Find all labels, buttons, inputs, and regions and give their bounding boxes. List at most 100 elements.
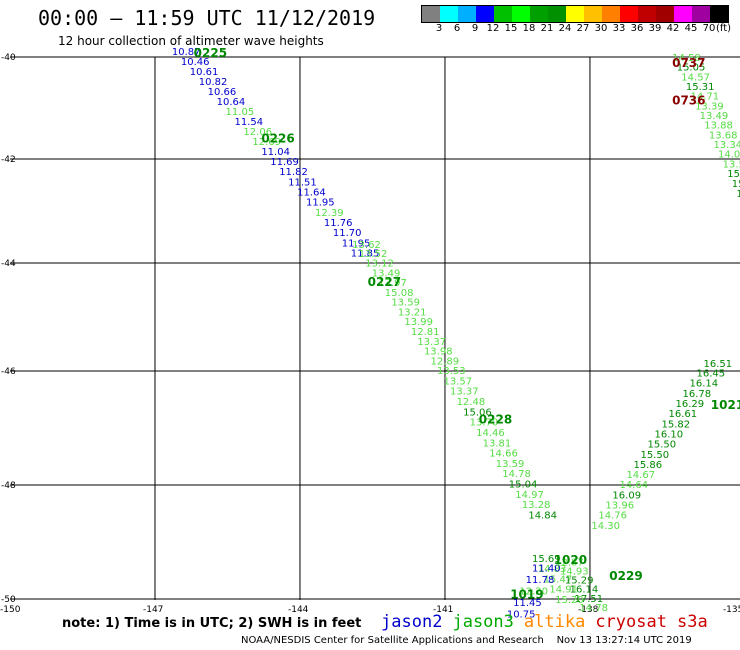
legend-swatch <box>638 6 656 22</box>
swh-value: 15.50 <box>640 450 669 461</box>
note-text: note: 1) Time is in UTC; 2) SWH is in fe… <box>62 616 362 631</box>
swh-value: 10.75 <box>507 609 536 620</box>
swh-value: 12.87 <box>555 557 584 568</box>
swh-value: 15.47 <box>544 574 573 585</box>
swh-value: 14.64 <box>619 480 648 491</box>
swh-value: 16.45 <box>697 369 726 380</box>
swh-value: 15.31 <box>732 179 740 190</box>
track-time-label: 0736 <box>672 93 705 107</box>
swh-value: 15.82 <box>661 419 690 430</box>
swh-value: 13.52 <box>359 249 388 260</box>
swh-value: 14.78 <box>579 603 608 614</box>
swh-value: 12.69 <box>252 137 281 148</box>
swh-value: 10.82 <box>199 77 228 88</box>
swh-value: 16.14 <box>690 379 719 390</box>
swh-value: 14.83 <box>538 564 567 575</box>
legend-swatch <box>656 6 674 22</box>
legend-swatch <box>620 6 638 22</box>
swh-value: 11.70 <box>333 228 362 239</box>
swh-value: 16.61 <box>668 409 697 420</box>
legend-swatch <box>530 6 548 22</box>
longitude-label: -144 <box>288 605 309 615</box>
swh-value: 16.14 <box>570 585 599 596</box>
swh-value: 14.66 <box>489 449 518 460</box>
swh-value: 13.53 <box>437 366 466 377</box>
legend-tick-label: 12 <box>486 23 500 34</box>
legend-tick-label: 18 <box>522 23 536 34</box>
swh-value: 13.37 <box>417 337 446 348</box>
satellite-legend-altika: altika <box>523 612 586 632</box>
map-grid <box>10 56 740 600</box>
swh-value: 14.05 <box>718 150 740 161</box>
legend-swatch <box>476 6 494 22</box>
swh-value: 16.78 <box>683 389 712 400</box>
satellite-legend-jason2: jason2 <box>381 612 443 632</box>
legend-swatch <box>584 6 602 22</box>
swh-value: 11.82 <box>279 167 308 178</box>
satellite-legend-cryosat: cryosat <box>595 612 667 632</box>
swh-value: 11.69 <box>270 157 299 168</box>
swh-value: 16.28 <box>736 189 740 200</box>
latitude-label: -48 <box>1 481 16 491</box>
swh-value: 11.05 <box>226 107 255 118</box>
satellite-legend-s3a: s3a <box>676 612 708 632</box>
track-time-label: 0226 <box>261 132 294 146</box>
legend-tick-label: 39 <box>648 23 662 34</box>
swh-value: 14.78 <box>502 469 531 480</box>
longitude-label: -147 <box>143 605 163 615</box>
legend-swatch <box>566 6 584 22</box>
swh-value: 15.31 <box>686 82 715 93</box>
swh-value: 12.20 <box>519 586 548 597</box>
swh-value: 13.81 <box>483 438 512 449</box>
swh-value: 14.91 <box>549 585 578 596</box>
swh-value: 13.68 <box>709 130 738 141</box>
swh-value: 12.06 <box>243 127 272 138</box>
swh-value: 14.57 <box>681 72 710 83</box>
track-time-labels: 0225 0226 0227 0228 1019 1020 0229 1021 0737 0736 <box>194 46 740 602</box>
swh-value: 14.58 <box>672 53 701 64</box>
swh-value: 16.29 <box>676 399 705 410</box>
longitude-label: -138 <box>578 605 599 615</box>
swh-value: 10.46 <box>181 57 210 68</box>
swh-value: 13.39 <box>695 101 724 112</box>
swh-value: 16.09 <box>612 490 641 501</box>
swh-value: 13.59 <box>391 298 420 309</box>
swh-value: 11.54 <box>234 117 263 128</box>
track-time-label: 0229 <box>609 569 642 583</box>
legend-tick-label: 15 <box>504 23 518 34</box>
legend-swatch <box>422 6 440 22</box>
wave-height-values: 10.8710.4610.6110.8210.6610.6411.0511.54… <box>172 47 740 620</box>
swh-value: 11.95 <box>342 238 371 249</box>
swh-value: 12.89 <box>430 356 459 367</box>
legend-swatch <box>602 6 620 22</box>
latitude-label: -42 <box>1 155 16 165</box>
legend-tick-label: 9 <box>471 23 479 34</box>
swh-value: 14.30 <box>591 521 620 532</box>
swh-value: 16.10 <box>654 429 683 440</box>
legend-tick-label: 30 <box>594 23 608 34</box>
page-subtitle: 12 hour collection of altimeter wave hei… <box>58 34 324 48</box>
legend-swatch <box>440 6 458 22</box>
legend-tick-label: 42 <box>666 23 680 34</box>
swh-value: 10.87 <box>172 47 201 58</box>
swh-value: 13.88 <box>704 121 733 132</box>
swh-value: 11.04 <box>261 147 290 158</box>
track-time-label: 1020 <box>554 553 587 567</box>
swh-value: 13.28 <box>522 500 551 511</box>
legend-swatch <box>710 6 728 22</box>
track-time-label: 1019 <box>510 587 543 601</box>
swh-value: 15.05 <box>677 63 706 74</box>
legend-tick-label: 6 <box>453 23 461 34</box>
latitude-label: -46 <box>1 367 16 377</box>
satellite-legend-jason3: jason3 <box>452 612 514 632</box>
swh-value: 13.58 <box>723 159 740 170</box>
legend-tick-label: 3 <box>435 23 443 34</box>
legend-tick-label: 70 <box>702 23 716 34</box>
latitude-label: -40 <box>1 53 16 63</box>
swh-value: 15.04 <box>509 480 538 491</box>
footer-credit: NOAA/NESDIS Center for Satellite Applica… <box>241 635 692 646</box>
swh-value: 13.99 <box>404 317 433 328</box>
swh-value: 13.12 <box>365 259 394 270</box>
track-time-label: 0225 <box>194 46 227 60</box>
swh-value: 11.45 <box>513 598 542 609</box>
